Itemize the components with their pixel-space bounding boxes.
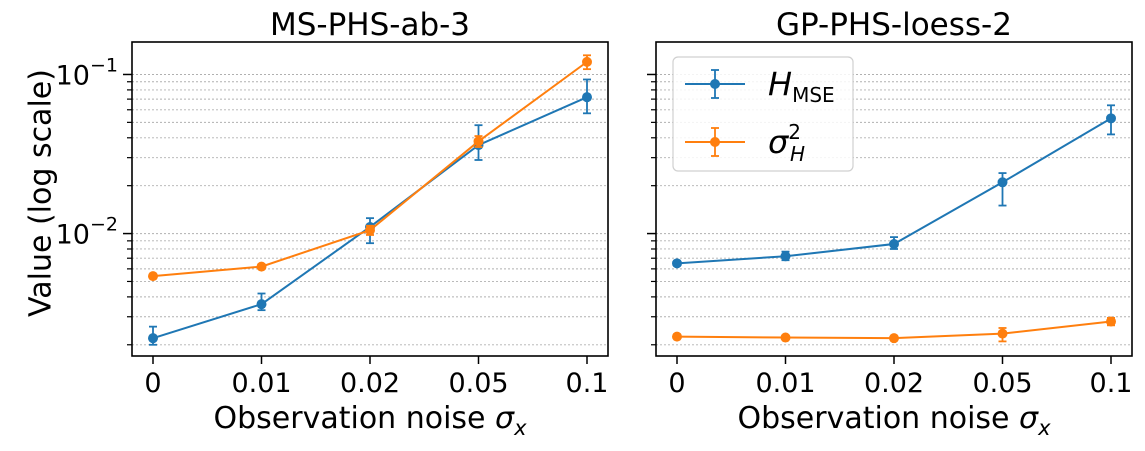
data-point-sigma_H^2-0 [672,331,682,342]
legend-handle-marker [710,79,720,89]
data-point-H_MSE-0.02 [889,238,899,249]
axes-frame [131,41,609,357]
data-point-H_MSE-0.01 [256,299,267,310]
x-tick-label-0.05: 0.05 [972,368,1032,399]
x-tick-label-0.02: 0.02 [864,368,924,399]
panel-title: MS-PHS-ab-3 [270,7,470,43]
x-tick-label-0.01: 0.01 [755,368,815,399]
legend: HMSE σ2 H [672,56,854,172]
x-tick-label-0.05: 0.05 [448,368,508,399]
x-axis-label: Observation noise σx [738,401,1052,440]
legend-handle-marker [710,137,720,147]
data-point-sigma_H^2-0.1 [582,56,592,67]
x-axis-label: Observation noise σx [214,401,528,440]
y-tick-label-2: 10−2 [56,214,118,251]
data-point-H_MSE-0.05 [997,177,1008,188]
series-H_MSE [672,104,1116,269]
data-point-sigma_H^2-0 [148,271,158,282]
data-point-sigma_H^2-0.05 [997,328,1008,339]
data-point-H_MSE-0.1 [1106,113,1116,124]
chart-panel-2: 0 0.01 0.02 0.05 0.1 GP-PHS-loess-2 Observatio… [647,7,1133,440]
x-tick-label-0.01: 0.01 [231,368,291,399]
legend-label-1: HMSE [768,65,835,107]
y-axis-label: Value (log scale) [24,69,59,317]
series-sigma_H^2 [672,316,1116,344]
x-tick-label-0: 0 [144,368,161,399]
data-point-sigma_H^2-0.02 [889,333,899,344]
data-point-H_MSE-0 [148,333,158,344]
x-tick-label-0: 0 [668,368,685,399]
data-point-H_MSE-0 [672,258,682,269]
data-point-sigma_H^2-0.05 [473,136,484,147]
panel-title: GP-PHS-loess-2 [776,7,1012,43]
legend-box [672,56,854,172]
data-point-H_MSE-0.1 [582,92,592,103]
chart-panel-1: 10−1 10−2 0 0.01 0.02 0.05 0.1 MS-PHS-ab-3 Obser… [56,7,609,440]
data-point-sigma_H^2-0.02 [365,225,375,236]
chart-panels: 10−1 10−2 0 0.01 0.02 0.05 0.1 MS-PHS-ab-3 Obser… [56,7,1133,440]
legend-label-2: σ2 H [768,120,805,166]
data-point-sigma_H^2-0.01 [780,332,791,343]
x-tick-label-0.1: 0.1 [566,368,609,399]
data-point-H_MSE-0.01 [780,251,791,262]
series-sigma_H^2 [148,54,592,282]
x-tick-label-0.02: 0.02 [340,368,400,399]
data-point-sigma_H^2-0.1 [1106,316,1116,327]
data-point-sigma_H^2-0.01 [256,261,267,272]
x-tick-label-0.1: 0.1 [1090,368,1133,399]
series-H_MSE [148,78,592,346]
y-tick-label-1: 10−1 [56,54,118,91]
